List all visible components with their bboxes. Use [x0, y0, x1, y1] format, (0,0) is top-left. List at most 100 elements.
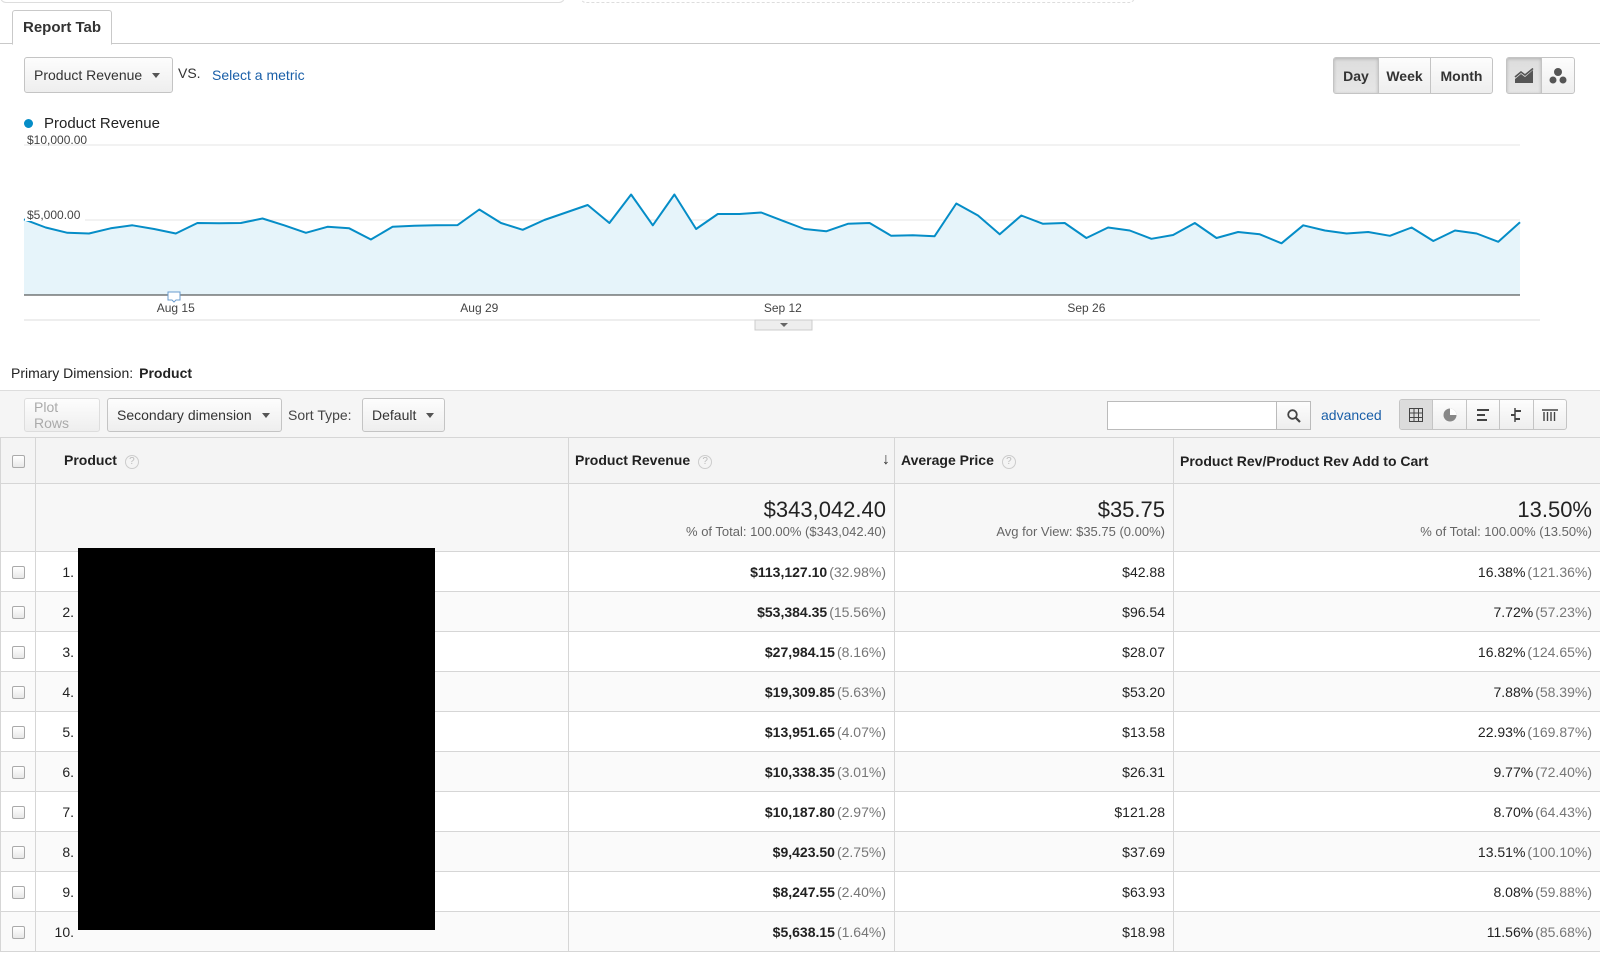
search-button[interactable]: [1276, 401, 1311, 430]
advanced-filter-link[interactable]: advanced: [1321, 407, 1382, 423]
table-toolbar: Plot Rows Secondary dimension Sort Type:…: [0, 390, 1600, 437]
help-icon[interactable]: ?: [124, 454, 139, 469]
metric-dropdown[interactable]: Product Revenue: [24, 57, 173, 93]
row-ratio: 7.72%: [1493, 603, 1534, 620]
row-revenue-cell: $5,638.15 (1.64%): [568, 911, 895, 952]
row-ratio-cell: 9.77% (72.40%): [1173, 751, 1600, 792]
row-checkbox[interactable]: [11, 646, 25, 660]
pie-view-button[interactable]: [1432, 400, 1465, 429]
total-ratio-sub: % of Total: 100.00% (13.50%): [1420, 524, 1592, 539]
sort-arrow-icon: ↓: [882, 451, 890, 468]
row-index: 7.: [62, 803, 74, 820]
row-avg-price: $13.58: [1122, 723, 1165, 740]
tab-report[interactable]: Report Tab: [12, 10, 113, 45]
select-metric-link[interactable]: Select a metric: [212, 67, 305, 83]
row-revenue-cell: $53,384.35 (15.56%): [568, 591, 895, 632]
performance-view-button[interactable]: [1465, 400, 1499, 429]
primary-dimension-value[interactable]: Product: [139, 365, 193, 381]
sort-type-value: Default: [372, 407, 417, 423]
row-ratio-pct: (59.88%): [1535, 883, 1592, 900]
row-index: 4.: [62, 683, 74, 700]
row-revenue-cell: $10,187.80 (2.97%): [568, 791, 895, 832]
segment-box[interactable]: [0, 0, 565, 3]
help-icon[interactable]: ?: [1001, 454, 1016, 469]
row-checkbox[interactable]: [11, 926, 25, 940]
row-checkbox[interactable]: [11, 846, 25, 860]
y-tick-label: $10,000.00: [27, 135, 87, 147]
header-product[interactable]: Product?: [35, 437, 569, 484]
period-month-button[interactable]: Month: [1430, 58, 1492, 93]
pivot-view-icon: [1541, 408, 1558, 421]
secondary-dimension-dropdown[interactable]: Secondary dimension: [107, 398, 282, 432]
total-revenue-sub: % of Total: 100.00% ($343,042.40): [686, 524, 886, 539]
row-checkbox-cell: [0, 911, 36, 952]
row-revenue: $5,638.15: [772, 923, 835, 940]
row-checkbox[interactable]: [11, 566, 25, 580]
table-search-input[interactable]: [1107, 401, 1277, 430]
row-revenue-cell: $19,309.85 (5.63%): [568, 671, 895, 712]
comparison-view-button[interactable]: [1499, 400, 1532, 429]
row-index: 5.: [62, 723, 74, 740]
totals-revenue-cell: $343,042.40 % of Total: 100.00% ($343,042…: [568, 483, 895, 552]
motion-chart-button[interactable]: [1541, 58, 1574, 93]
row-revenue: $10,187.80: [764, 803, 835, 820]
header-average-price[interactable]: Average Price?: [894, 437, 1174, 484]
row-ratio-pct: (72.40%): [1535, 763, 1592, 780]
row-checkbox-cell: [0, 751, 36, 792]
row-checkbox-cell: [0, 711, 36, 752]
row-index: 8.: [62, 843, 74, 860]
annotation-marker[interactable]: [167, 291, 181, 303]
row-ratio-cell: 8.70% (64.43%): [1173, 791, 1600, 832]
row-avg-price-cell: $121.28: [894, 791, 1174, 832]
row-index: 1.: [62, 563, 74, 580]
row-index: 10.: [54, 923, 74, 940]
row-checkbox-cell: [0, 831, 36, 872]
chart-collapse-handle[interactable]: [754, 319, 813, 331]
row-avg-price-cell: $53.20: [894, 671, 1174, 712]
row-ratio-cell: 11.56% (85.68%): [1173, 911, 1600, 952]
pivot-view-button[interactable]: [1532, 400, 1566, 429]
header-revenue-label: Product Revenue: [575, 452, 691, 469]
vs-label: VS.: [178, 65, 201, 81]
sort-type-label: Sort Type:: [288, 407, 352, 423]
plot-rows-button[interactable]: Plot Rows: [24, 398, 100, 432]
x-tick-label: Sep 12: [764, 301, 802, 315]
row-checkbox[interactable]: [11, 686, 25, 700]
header-product-revenue[interactable]: Product Revenue? ↓: [568, 437, 895, 484]
row-ratio-pct: (85.68%): [1535, 923, 1592, 940]
row-revenue-cell: $13,951.65 (4.07%): [568, 711, 895, 752]
table-view-button[interactable]: [1400, 400, 1433, 429]
row-revenue-pct: (4.07%): [836, 723, 886, 740]
chart-legend: Product Revenue: [24, 115, 160, 132]
row-checkbox[interactable]: [11, 886, 25, 900]
header-rev-ratio[interactable]: Product Rev/Product Rev Add to Cart: [1173, 437, 1600, 484]
line-chart-button[interactable]: [1507, 58, 1541, 93]
revenue-area: [24, 194, 1520, 295]
row-checkbox[interactable]: [11, 766, 25, 780]
row-revenue: $9,423.50: [772, 843, 835, 860]
row-ratio: 7.88%: [1493, 683, 1534, 700]
row-revenue-pct: (3.01%): [836, 763, 886, 780]
secondary-dimension-label: Secondary dimension: [117, 407, 252, 423]
help-icon[interactable]: ?: [698, 454, 713, 469]
row-index: 6.: [62, 763, 74, 780]
header-avg-price-label: Average Price: [901, 452, 994, 469]
row-avg-price-cell: $13.58: [894, 711, 1174, 752]
period-week-button[interactable]: Week: [1378, 58, 1430, 93]
add-segment-box[interactable]: [580, 0, 1135, 3]
row-avg-price-cell: $63.93: [894, 871, 1174, 912]
row-revenue: $113,127.10: [750, 563, 828, 580]
row-avg-price: $121.28: [1114, 803, 1165, 820]
revenue-line: [23, 193, 1521, 245]
row-checkbox[interactable]: [11, 606, 25, 620]
row-revenue: $13,951.65: [764, 723, 835, 740]
select-all-checkbox[interactable]: [11, 455, 25, 469]
row-ratio: 13.51%: [1477, 843, 1526, 860]
row-checkbox[interactable]: [11, 806, 25, 820]
y-tick-bg: [25, 207, 85, 221]
row-ratio-pct: (124.65%): [1527, 643, 1592, 660]
chevron-down-icon: [426, 412, 435, 418]
period-day-button[interactable]: Day: [1334, 58, 1378, 93]
row-checkbox[interactable]: [11, 726, 25, 740]
sort-type-dropdown[interactable]: Default: [362, 398, 445, 432]
